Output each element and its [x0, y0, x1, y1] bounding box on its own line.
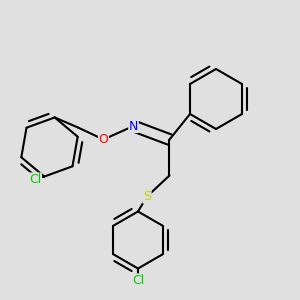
- Text: N: N: [129, 119, 138, 133]
- Text: O: O: [99, 133, 108, 146]
- Text: S: S: [143, 190, 151, 203]
- Text: Cl: Cl: [132, 274, 144, 287]
- Text: Cl: Cl: [29, 173, 41, 186]
